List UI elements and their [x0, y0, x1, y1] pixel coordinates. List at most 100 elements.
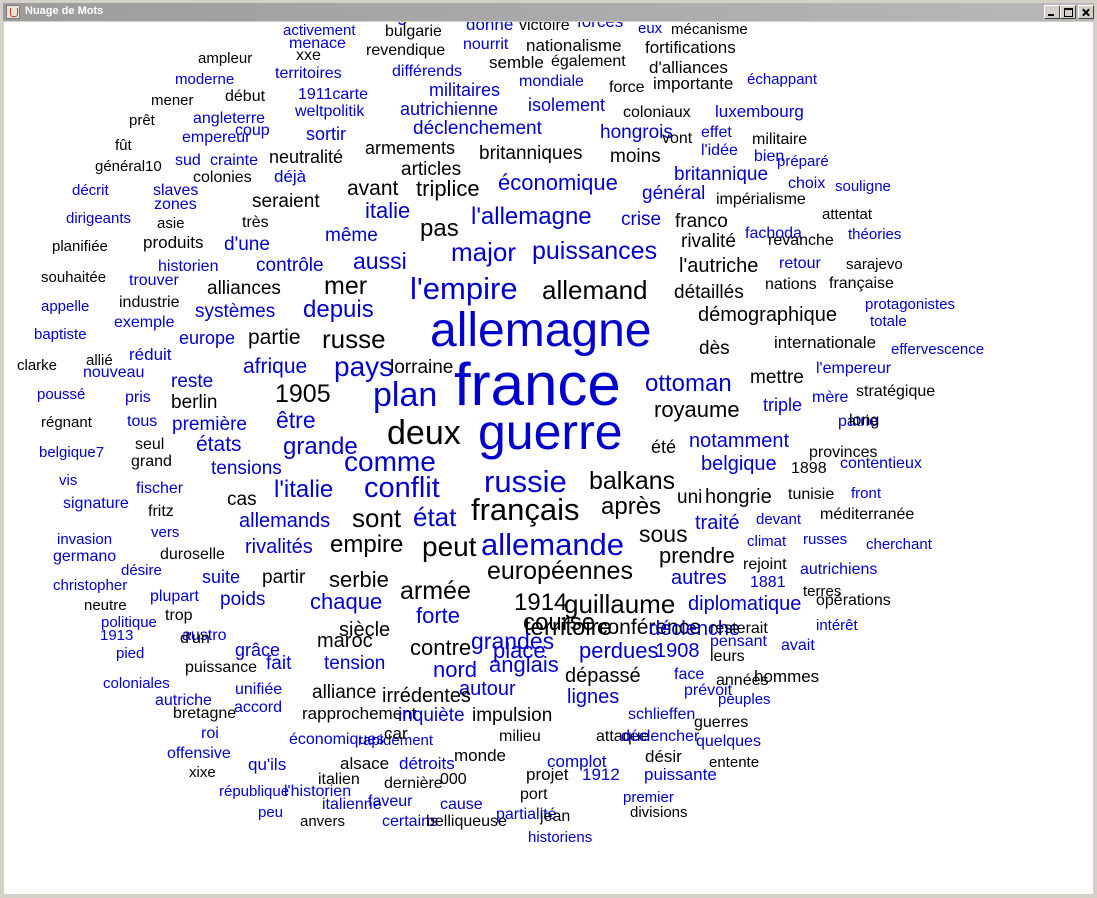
word-cloud-word: monde	[454, 746, 506, 765]
word-cloud-word: crise	[621, 209, 662, 230]
word-cloud-word: xixe	[189, 764, 216, 781]
word-cloud-word: projet	[526, 765, 569, 784]
word-cloud-word: peut	[422, 531, 477, 562]
word-cloud-word: offensive	[167, 745, 231, 762]
word-cloud-word: partie	[248, 326, 301, 349]
word-cloud-word: anvers	[300, 813, 346, 830]
word-cloud-word: première	[172, 414, 247, 435]
word-cloud-word: l'empire	[410, 271, 518, 306]
word-cloud-word: l'italie	[274, 476, 334, 503]
word-cloud-word: alsace	[340, 754, 390, 773]
word-cloud-word: faveur	[368, 793, 413, 810]
word-cloud-word: guerre	[478, 404, 623, 460]
word-cloud-word: irrédentes	[382, 685, 471, 707]
word-cloud-word: contentieux	[840, 455, 922, 472]
word-cloud-canvas: l'angleterre donné victoire forces eux mécani…	[4, 22, 1093, 894]
word-cloud-word: signature	[63, 495, 129, 512]
word-cloud-word: déclenche	[649, 618, 741, 640]
word-cloud-word: europe	[179, 328, 236, 348]
word-cloud-word: territoire	[524, 614, 613, 641]
word-cloud-word: souhaitée	[41, 269, 107, 286]
word-cloud-word: moins	[610, 146, 661, 167]
word-cloud-word: grâce	[235, 640, 281, 660]
word-cloud-word: port	[520, 786, 548, 803]
maximize-button[interactable]	[1060, 5, 1076, 19]
word-cloud-word: sortir	[306, 124, 346, 144]
word-cloud-word: forte	[416, 603, 461, 628]
word-cloud-word: balkans	[589, 467, 676, 495]
word-cloud-word: reste	[171, 371, 214, 392]
word-cloud-word: politique	[101, 614, 157, 631]
word-cloud-word: chaque	[310, 589, 383, 614]
word-cloud-word: eux	[638, 22, 663, 37]
word-cloud-word: effet	[701, 124, 732, 141]
java-app-icon[interactable]	[6, 5, 20, 19]
word-cloud-word: coloniaux	[623, 104, 691, 121]
word-cloud-word: royaume	[654, 397, 740, 422]
word-cloud-word: alliance	[312, 682, 377, 703]
word-cloud-word: france	[454, 351, 621, 418]
word-cloud-word: austro	[182, 627, 227, 644]
word-cloud-word: allemagne	[430, 304, 652, 357]
word-cloud-word: exemple	[114, 314, 175, 331]
word-cloud-word: seraient	[252, 191, 320, 212]
word-cloud-word: jean	[540, 808, 571, 825]
word-cloud-word: maroc	[317, 630, 373, 652]
word-cloud-word: milieu	[499, 728, 541, 745]
word-cloud-word: resterait	[710, 620, 768, 637]
word-cloud-word: major	[451, 237, 517, 267]
word-cloud-word: 000	[440, 771, 467, 788]
word-cloud-word: peu	[258, 804, 284, 821]
word-cloud-word: d'une	[224, 234, 270, 255]
word-cloud-word: patrie	[838, 413, 879, 430]
word-cloud-word: méditerranée	[820, 506, 915, 523]
word-cloud-word: articles	[401, 159, 462, 180]
word-cloud-word: également	[551, 53, 626, 70]
minimize-button[interactable]	[1044, 5, 1060, 19]
title-bar[interactable]: Nuage de Mots	[3, 3, 1094, 21]
word-cloud-word: prévoit	[684, 682, 733, 699]
word-cloud-word: traité	[695, 512, 740, 534]
word-cloud-word: tension	[324, 653, 386, 674]
word-cloud-word: rapprochement	[302, 704, 417, 723]
word-cloud-word: autour	[459, 678, 516, 700]
word-cloud-word: bretagne	[173, 705, 237, 722]
word-cloud-word: devant	[756, 511, 802, 528]
word-cloud-word: nations	[765, 276, 817, 293]
word-cloud-word: poussé	[37, 386, 86, 403]
word-cloud-word: années	[716, 672, 769, 689]
word-cloud-word: xxe	[296, 47, 321, 64]
word-cloud-word: germano	[53, 548, 117, 565]
word-cloud-word: semble	[489, 53, 544, 72]
word-cloud-word: historien	[158, 258, 219, 275]
word-cloud-word: cause	[440, 796, 483, 813]
word-cloud-word: mère	[812, 389, 849, 406]
word-cloud-word: bien	[754, 148, 785, 165]
word-cloud-word: mettre	[750, 367, 804, 388]
word-cloud-word: clarke	[17, 357, 58, 374]
word-cloud-word: sud	[175, 152, 201, 169]
word-cloud-word: force	[609, 79, 645, 96]
word-cloud-word: revendique	[366, 42, 446, 59]
word-cloud-word: rivalités	[245, 536, 313, 558]
word-cloud-word: protagonistes	[865, 296, 956, 313]
word-cloud-word: fritz	[148, 503, 174, 520]
word-cloud-word: démographique	[698, 304, 837, 326]
word-cloud-word: même	[325, 225, 378, 246]
word-cloud-word: divisions	[630, 804, 688, 821]
word-cloud-word: mer	[324, 272, 368, 300]
word-cloud-word: revanche	[768, 232, 834, 249]
word-cloud-word: retour	[779, 255, 821, 272]
word-cloud-word: diplomatique	[688, 593, 802, 615]
close-button[interactable]	[1078, 5, 1094, 19]
word-cloud-word: impérialisme	[716, 191, 806, 208]
word-cloud-word: comme	[344, 446, 436, 477]
window-title: Nuage de Mots	[25, 5, 104, 17]
word-cloud-word: désir	[645, 747, 682, 766]
word-cloud-word: terres	[803, 583, 842, 600]
word-cloud-word: états	[196, 433, 242, 456]
word-cloud-word: slaves	[153, 182, 199, 199]
word-cloud-word: belliqueuse	[426, 813, 507, 830]
word-cloud-word: déclencher	[621, 728, 700, 745]
